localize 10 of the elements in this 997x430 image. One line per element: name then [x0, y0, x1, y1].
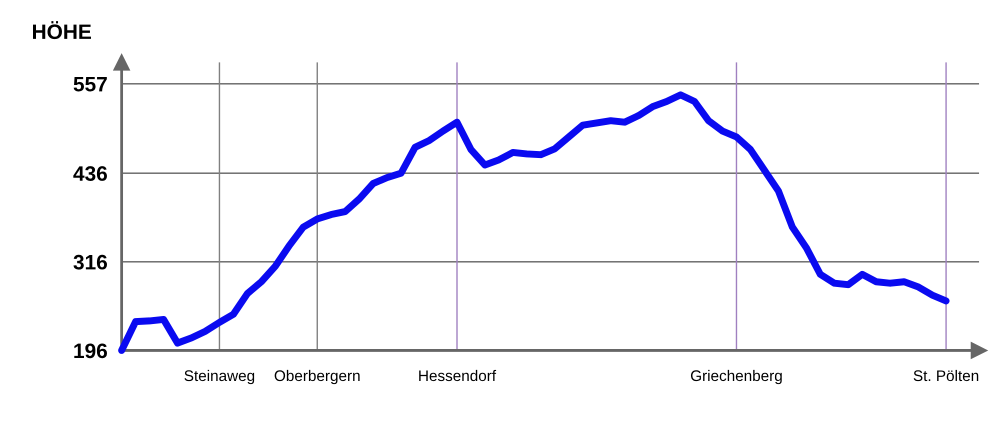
x-tick-label: Steinaweg	[184, 370, 254, 384]
y-tick-label: 557	[74, 76, 107, 92]
y-tick-label: 316	[73, 254, 107, 270]
x-tick-label: Hessendorf	[419, 370, 496, 382]
x-tick-label: Oberbergern	[274, 370, 360, 384]
y-tick-label: 436	[73, 166, 107, 181]
x-tick-label: Griechenberg	[690, 370, 782, 384]
x-tick-label: St. Pölten	[914, 370, 978, 382]
y-tick-label: 196	[74, 343, 107, 358]
y-axis-title: HÖHE	[33, 21, 91, 40]
